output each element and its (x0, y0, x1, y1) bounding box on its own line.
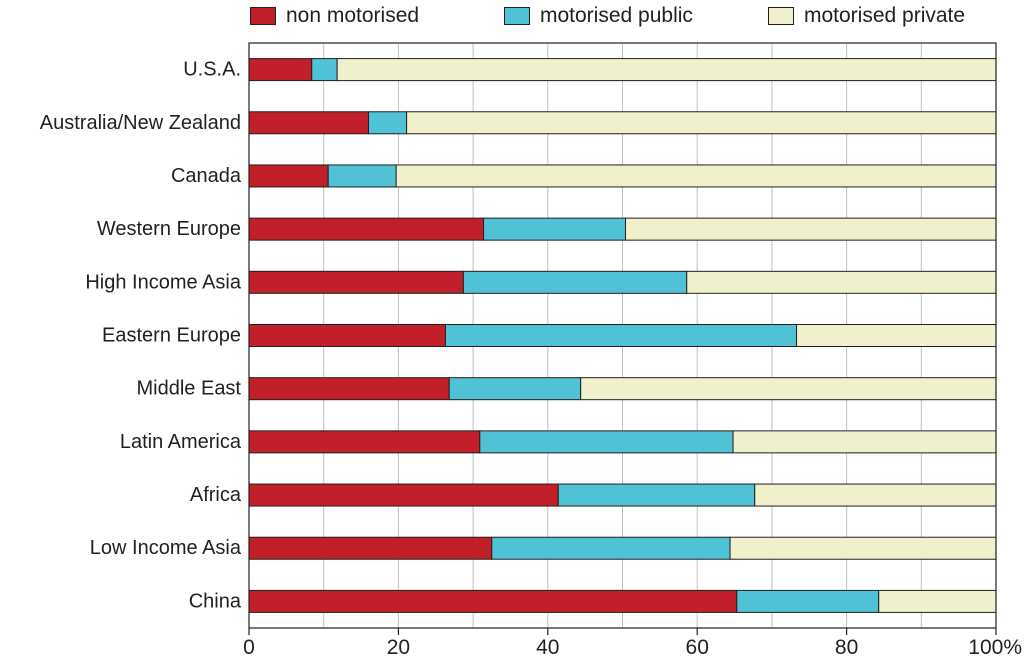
bar-segment-motorised-public (483, 217, 626, 241)
bar-segment-motorised-private (395, 164, 997, 188)
x-tick-label: 40 (536, 636, 559, 659)
x-tick-label: 80 (835, 636, 858, 659)
category-label: Western Europe (97, 218, 241, 240)
legend: non motorised motorised public motorised… (0, 0, 1024, 34)
bar-segment-non-motorised (248, 589, 738, 613)
plot-frame (248, 42, 997, 629)
category-label: Middle East (137, 378, 242, 400)
bar-segment-non-motorised (248, 536, 493, 560)
bar-segment-motorised-private (754, 483, 997, 507)
category-label: Low Income Asia (90, 537, 242, 559)
legend-label-motorised-private: motorised private (804, 4, 966, 27)
bar-segment-motorised-public (444, 324, 798, 347)
bar-segment-motorised-public (491, 536, 731, 560)
category-label: Africa (190, 484, 242, 506)
legend-swatch-motorised-public (504, 7, 530, 25)
bar-segment-motorised-private (406, 111, 997, 135)
bar-segment-motorised-private (796, 324, 997, 347)
bar-segment-motorised-public (327, 164, 397, 188)
bar-segment-motorised-public (311, 58, 338, 82)
legend-item-motorised-private: motorised private (768, 2, 965, 30)
bar-segment-non-motorised (248, 324, 446, 347)
legend-label-non-motorised: non motorised (286, 4, 420, 27)
bar-segment-motorised-private (878, 589, 997, 613)
category-label: Latin America (120, 431, 242, 453)
bar-segment-non-motorised (248, 377, 450, 401)
bar-segment-motorised-public (368, 111, 408, 135)
bar-segment-non-motorised (248, 58, 313, 82)
x-tick-label: 0 (243, 636, 255, 659)
legend-swatch-non-motorised (250, 7, 276, 25)
x-tick-label: 20 (387, 636, 410, 659)
category-label: Australia/New Zealand (40, 112, 241, 134)
bar-segment-non-motorised (248, 111, 370, 135)
bar-segment-motorised-public (448, 377, 582, 401)
bar-segment-non-motorised (248, 217, 485, 241)
bar-segment-motorised-private (336, 58, 997, 82)
bar-segment-motorised-public (462, 270, 688, 294)
category-label: Eastern Europe (102, 325, 241, 347)
bar-segment-motorised-private (686, 270, 997, 294)
bar-segment-non-motorised (248, 430, 481, 454)
category-label: High Income Asia (85, 271, 242, 293)
x-tick-label: 100% (968, 636, 1022, 659)
bar-segment-non-motorised (248, 270, 464, 294)
category-label: U.S.A. (183, 59, 241, 81)
legend-item-non-motorised: non motorised (250, 2, 419, 30)
legend-swatch-motorised-private (768, 7, 794, 25)
bar-segment-motorised-private (732, 430, 997, 454)
bar-segment-motorised-public (479, 430, 734, 454)
bar-segment-motorised-public (557, 483, 756, 507)
legend-item-motorised-public: motorised public (504, 2, 693, 30)
legend-label-motorised-public: motorised public (540, 4, 693, 27)
x-tick-label: 60 (686, 636, 709, 659)
bar-segment-non-motorised (248, 483, 559, 507)
bar-segment-motorised-private (624, 217, 997, 241)
bar-segment-non-motorised (248, 164, 329, 188)
category-label: Canada (171, 165, 242, 187)
bar-segment-motorised-public (736, 589, 880, 613)
bar-segment-motorised-private (729, 536, 997, 560)
bar-segment-motorised-private (580, 377, 997, 401)
category-label: China (189, 590, 242, 612)
